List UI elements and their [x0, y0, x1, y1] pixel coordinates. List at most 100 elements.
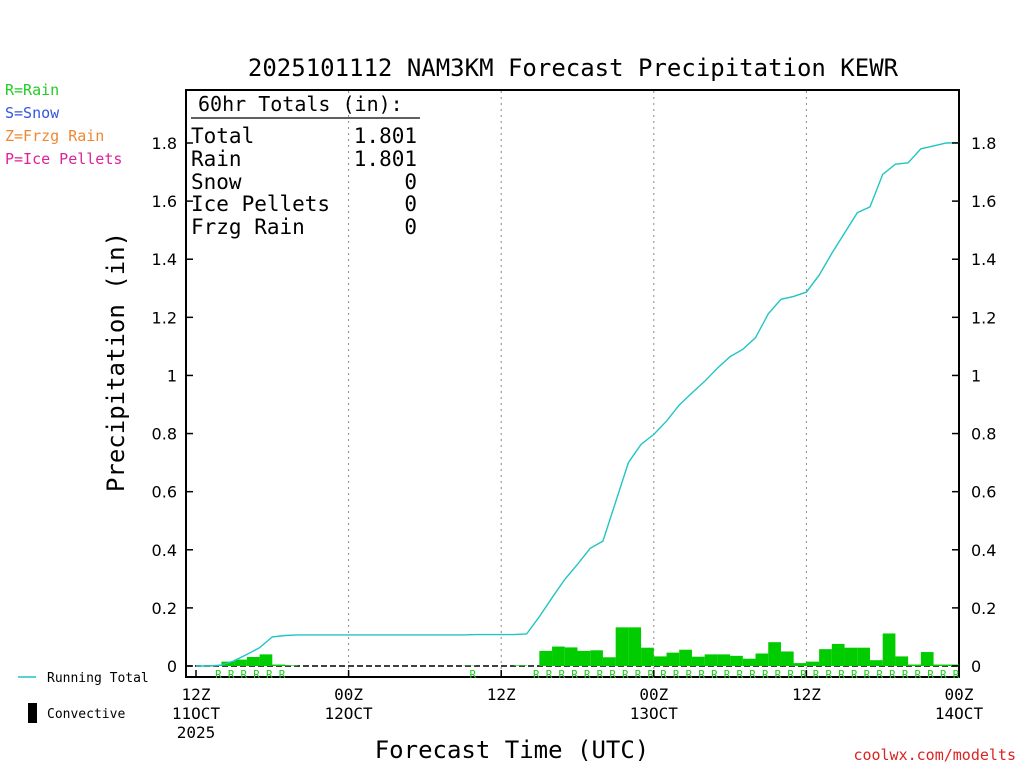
convective-legend-label: Convective: [47, 707, 125, 722]
x-tick-label-48h-line1: 12Z: [792, 685, 821, 704]
precip-bar-42h: [717, 654, 731, 666]
rain-marker-52h: R: [851, 668, 858, 681]
precip-bar-58h: [920, 652, 934, 666]
y-tick-label-right-0.8: 0.8: [971, 425, 996, 444]
precip-bar-49h: [806, 661, 820, 666]
totals-header: 60hr Totals (in):: [198, 92, 403, 116]
rain-marker-51h: R: [838, 668, 845, 681]
x-axis-label: Forecast Time (UTC): [375, 736, 650, 764]
precip-bar-31h: [577, 650, 591, 666]
x-tick-label-12h-line2: 12OCT: [325, 704, 374, 723]
x-tick-label-12h-line1: 00Z: [334, 685, 363, 704]
precip-bar-48h: [793, 663, 807, 666]
precip-bar-6h: [259, 654, 273, 666]
y-tick-label-right-0.4: 0.4: [971, 541, 996, 560]
y-tick-label-right-1.4: 1.4: [971, 250, 996, 269]
y-tick-label-left-0.2: 0.2: [152, 599, 177, 618]
x-tick-label-36h-line2: 13OCT: [630, 704, 679, 723]
rain-marker-5h: R: [253, 668, 260, 681]
precip-bar-53h: [857, 647, 870, 666]
series-legend: Running Total Convective: [18, 671, 149, 723]
precip-bar-51h: [831, 643, 845, 666]
y-tick-label-left-1.8: 1.8: [152, 134, 177, 153]
rain-marker-57h: R: [915, 668, 922, 681]
y-tick-label-right-0.6: 0.6: [971, 483, 996, 502]
running-total-legend-label: Running Total: [47, 671, 149, 686]
totals-label-frzg-rain: Frzg Rain: [191, 215, 305, 239]
precip-bar-38h: [666, 652, 680, 666]
totals-value-ice-pellets: 0: [404, 192, 417, 216]
rain-marker-48h: R: [800, 668, 807, 681]
precip-bar-41h: [704, 654, 718, 666]
y-tick-label-left-1: 1: [167, 366, 177, 385]
x-tick-label-0h-line3: 2025: [177, 723, 216, 742]
precip-type-legend: R=Rain S=Snow Z=Frzg Rain P=Ice Pellets: [5, 81, 122, 168]
precip-bar-40h: [691, 656, 705, 666]
precip-bar-56h: [895, 656, 909, 666]
legend-rain-label: R=Rain: [5, 81, 59, 99]
y-tick-label-left-0: 0: [167, 657, 177, 676]
y-tick-label-left-0.6: 0.6: [152, 483, 177, 502]
legend-frzg-rain-label: Z=Frzg Rain: [5, 127, 104, 145]
precip-bar-59h: [933, 664, 947, 666]
rain-marker-53h: R: [864, 668, 871, 681]
x-tick-label-24h-line1: 12Z: [487, 685, 516, 704]
precip-bar-57h: [908, 664, 921, 666]
totals-box: 60hr Totals (in): Total 1.801 Rain 1.801…: [191, 92, 420, 239]
rain-marker-7h: R: [279, 668, 286, 681]
rain-marker-60h: R: [953, 668, 960, 681]
rain-marker-40h: R: [698, 668, 705, 681]
precip-bar-37h: [653, 656, 667, 666]
totals-value-rain: 1.801: [354, 147, 417, 171]
precip-bar-45h: [755, 653, 769, 666]
y-axis-label: Precipitation (in): [102, 232, 130, 492]
rain-marker-47h: R: [787, 668, 794, 681]
rain-marker-30h: R: [571, 668, 578, 681]
y-axis-ticks: 0 00.2 0.20.4 0.40.6 0.60.8 0.81 11.2 1.21.4 1.4…: [152, 134, 997, 676]
chart-title: 2025101112 NAM3KM Forecast Precipitation…: [248, 54, 899, 82]
precip-bar-46h: [768, 642, 781, 666]
rain-marker-45h: R: [762, 668, 769, 681]
y-tick-label-right-1.6: 1.6: [971, 192, 996, 211]
rain-marker-49h: R: [813, 668, 820, 681]
rain-marker-44h: R: [749, 668, 756, 681]
precip-bar-8h: [285, 665, 298, 666]
y-tick-label-right-1.8: 1.8: [971, 134, 996, 153]
precip-bar-30h: [564, 647, 578, 666]
totals-label-snow: Snow: [191, 170, 242, 194]
totals-value-snow: 0: [404, 170, 417, 194]
x-tick-label-60h-line1: 00Z: [945, 685, 974, 704]
gridlines: [348, 91, 807, 676]
rain-marker-22h: R: [469, 668, 476, 681]
rain-marker-38h: R: [673, 668, 680, 681]
rain-marker-35h: R: [635, 668, 642, 681]
rain-marker-41h: R: [711, 668, 718, 681]
rain-marker-50h: R: [826, 668, 833, 681]
precip-bar-33h: [602, 657, 616, 666]
precip-bar-55h: [882, 633, 896, 666]
x-tick-label-0h-line2: 11OCT: [172, 704, 221, 723]
y-tick-label-right-0.2: 0.2: [971, 599, 996, 618]
rain-marker-42h: R: [724, 668, 731, 681]
precip-bar-29h: [552, 646, 565, 666]
rain-marker-55h: R: [889, 668, 896, 681]
rain-marker-56h: R: [902, 668, 909, 681]
rain-marker-59h: R: [940, 668, 947, 681]
x-tick-label-0h-line1: 12Z: [182, 685, 211, 704]
rain-marker-31h: R: [584, 668, 591, 681]
precip-bar-34h: [615, 627, 629, 666]
rain-marker-6h: R: [266, 668, 273, 681]
x-tick-label-60h-line2: 14OCT: [935, 704, 984, 723]
rain-marker-4h: R: [241, 668, 248, 681]
precip-bar-54h: [869, 660, 883, 666]
y-tick-label-left-0.8: 0.8: [152, 425, 177, 444]
rain-marker-33h: R: [609, 668, 616, 681]
y-tick-label-right-0: 0: [971, 657, 981, 676]
rain-marker-54h: R: [876, 668, 883, 681]
y-tick-label-left-0.4: 0.4: [152, 541, 177, 560]
rain-marker-46h: R: [775, 668, 782, 681]
rain-marker-37h: R: [660, 668, 667, 681]
legend-snow-label: S=Snow: [5, 104, 60, 122]
